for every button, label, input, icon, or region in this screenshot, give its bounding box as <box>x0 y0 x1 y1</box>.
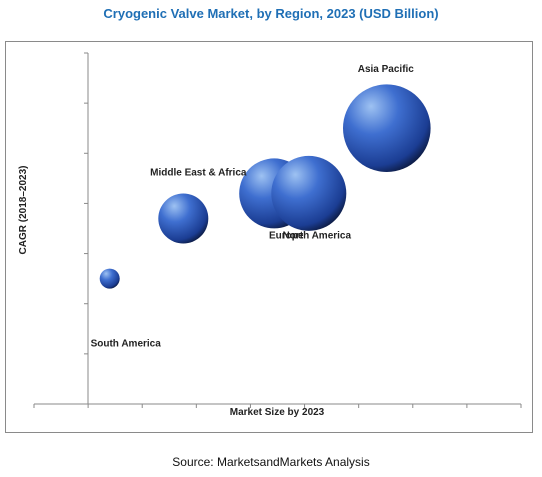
chart-frame <box>5 41 533 433</box>
point-label: North America <box>283 230 352 241</box>
point-label: South America <box>91 339 162 350</box>
point-label: Asia Pacific <box>358 64 415 75</box>
point-label: Middle East & Africa <box>150 168 247 179</box>
bubble-north-america <box>271 155 347 231</box>
bubble-middle-east-africa <box>158 193 209 244</box>
x-axis-label: Market Size by 2023 <box>230 407 325 418</box>
axes <box>33 52 522 408</box>
y-axis-label: CAGR (2018–2023) <box>18 166 29 255</box>
source-note: Source: MarketsandMarkets Analysis <box>172 455 370 469</box>
bubble-south-america <box>99 268 120 289</box>
point-label: Europe <box>269 230 304 241</box>
point-labels: South America Middle East & Africa EuropeN… <box>91 64 415 349</box>
bubble-asia-pacific <box>343 84 431 172</box>
bubble-series <box>99 84 431 289</box>
chart-title: Cryogenic Valve Market, by Region, 2023 … <box>103 6 439 21</box>
